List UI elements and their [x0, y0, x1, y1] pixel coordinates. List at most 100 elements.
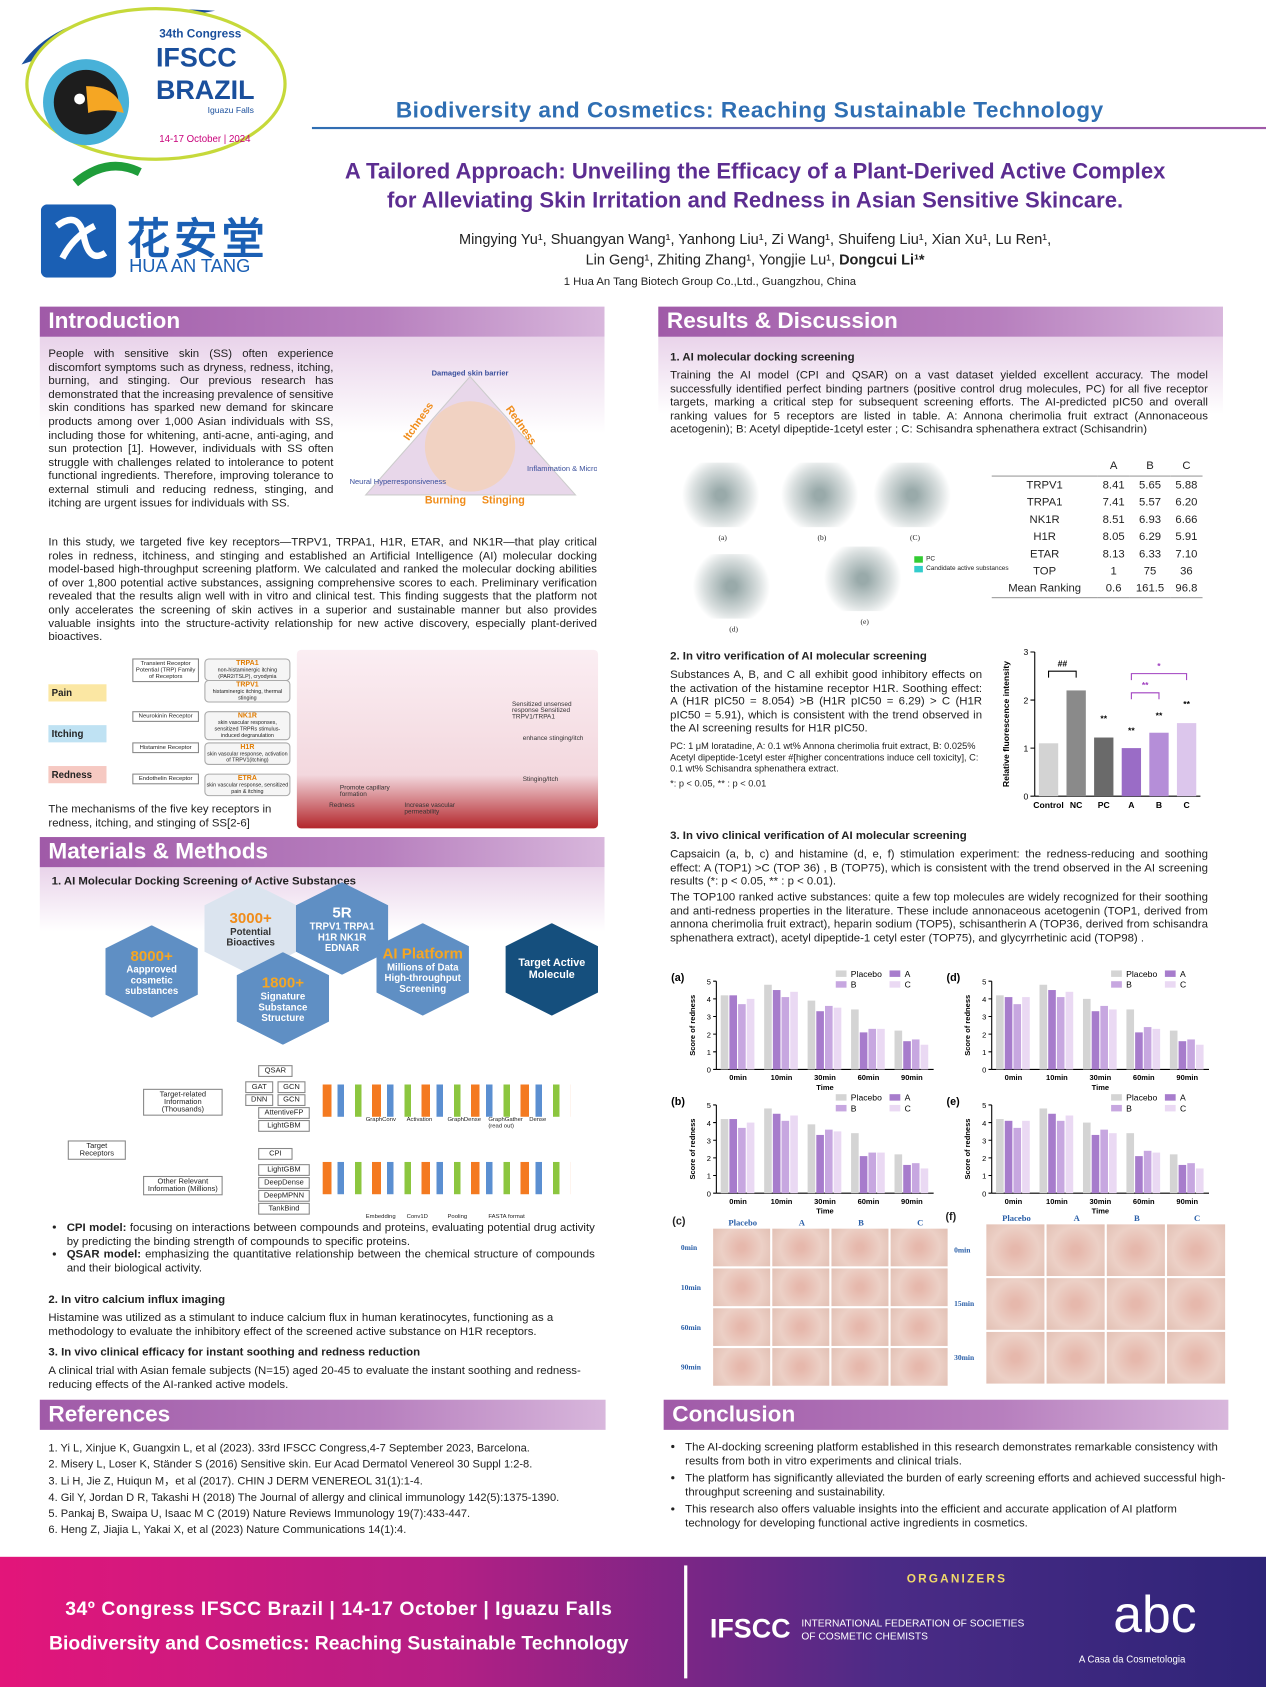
- x-tick-label: 60min: [858, 1073, 880, 1082]
- bar: [1048, 1113, 1056, 1194]
- skin-photo: [1167, 1331, 1226, 1384]
- bar: [1187, 1163, 1195, 1194]
- y-tick-label: 1: [1024, 743, 1029, 753]
- bar: [1022, 1120, 1030, 1194]
- model-box: GCN: [277, 1081, 306, 1094]
- bar: [772, 990, 781, 1070]
- column-label: A: [798, 1217, 805, 1228]
- pathway-label: Stinging/Itch: [522, 776, 559, 784]
- bar: [859, 1032, 868, 1070]
- table-row: TOP 1 75 36: [992, 563, 1203, 580]
- triangle-label: Inflammation & Microvascular Reactivity: [527, 464, 597, 473]
- model-box: LightGBM: [258, 1164, 310, 1176]
- logo: [21, 6, 287, 187]
- x-axis-label: Time: [816, 1083, 833, 1092]
- table-row: A B C: [991, 456, 1203, 477]
- table-row: TRPV1 8.41 5.65 5.88: [992, 476, 1203, 494]
- x-tick-label: 90min: [1176, 1073, 1198, 1082]
- network-label: Activation: [406, 1116, 433, 1124]
- tree-node: Target-related Information (Thousands): [143, 1088, 223, 1116]
- bar: [1082, 998, 1091, 1070]
- skin-photo: [831, 1228, 889, 1267]
- place: Iguazu Falls: [207, 105, 254, 116]
- hexagon-label: Signature Substance Structure: [258, 990, 308, 1024]
- author-line: Mingying Yu¹, Shuangyan Wang¹, Yanhong L…: [458, 231, 1052, 248]
- bar: [903, 1164, 911, 1194]
- column-label: B: [1134, 1213, 1140, 1224]
- legend-swatch: [1164, 981, 1176, 988]
- section-heading: Conclusion: [663, 1399, 1229, 1430]
- skin-photo: [890, 1268, 948, 1307]
- bar: [868, 1028, 877, 1070]
- network-schematic: [322, 1161, 571, 1195]
- receptor-name: TRPA1: [236, 659, 259, 668]
- bar: [1169, 1030, 1178, 1070]
- table-cell: 8.51: [1102, 513, 1125, 527]
- bar: [1135, 1156, 1143, 1194]
- bar: [1039, 984, 1048, 1070]
- x-tick-label: NC: [1070, 800, 1082, 810]
- x-tick-label: 30min: [1089, 1073, 1111, 1082]
- legend-label: A: [905, 969, 911, 979]
- row-label: 90min: [680, 1362, 701, 1372]
- triangle-label: Neural Hyperresponsiveness: [350, 477, 447, 486]
- section-heading: Introduction: [39, 306, 605, 337]
- table-cell: 161.5: [1135, 582, 1165, 595]
- bar: [825, 1005, 833, 1070]
- subheading: 2. In vitro calcium influx imaging: [48, 1293, 226, 1307]
- legend-swatch: [1111, 970, 1122, 977]
- paragraph: In this study, we targeted five key rece…: [48, 535, 597, 644]
- y-tick-label: 4: [707, 995, 711, 1004]
- legend-label: B: [1126, 1103, 1132, 1113]
- bar: [816, 1134, 824, 1194]
- model-box: TankBind: [258, 1202, 310, 1215]
- bar: [894, 1030, 903, 1070]
- table-cell: 6.29: [1139, 530, 1162, 544]
- skin-photo: [890, 1228, 948, 1267]
- panel-label: (f): [945, 1211, 957, 1224]
- paragraph: A clinical trial with Asian female subje…: [48, 1364, 581, 1391]
- table-cell: 8.05: [1102, 530, 1125, 544]
- abc-logo: abc: [1113, 1586, 1197, 1644]
- panel-label: (d): [947, 972, 961, 984]
- bar: [920, 1168, 929, 1194]
- protein-image: [819, 546, 906, 612]
- bullet: QSAR model: emphasizing the quantitative…: [67, 1248, 595, 1275]
- row-label: TRPV1: [1026, 478, 1063, 492]
- y-tick-label: 0: [707, 1189, 711, 1198]
- network-label: Conv1D: [406, 1213, 428, 1221]
- bar: [729, 1119, 738, 1194]
- figure-label: (d): [729, 625, 739, 634]
- reference-list: 1. Yi L, Xinjue K, Guangxin L, et al (20…: [48, 1441, 602, 1540]
- bar: [1195, 1168, 1204, 1194]
- skin-photo: [986, 1331, 1045, 1384]
- tree-node: Target Receptors: [67, 1140, 126, 1160]
- chart: (d) 0 1 2 3 4 5 Score of redness 0min 10min 30min 6…: [947, 969, 1209, 1092]
- x-axis-label: Time: [1092, 1207, 1109, 1216]
- x-tick-label: Control: [1033, 800, 1064, 810]
- bar: [1126, 1009, 1135, 1070]
- model-group: CPI: [258, 1147, 293, 1160]
- model-box: LightGBM: [258, 1120, 310, 1132]
- triangle-figure: Damaged skin barrier Itchness Redness In…: [350, 368, 597, 506]
- reference: 1. Yi L, Xinjue K, Guangxin L, et al (20…: [48, 1442, 530, 1455]
- x-tick-label: 10min: [1046, 1197, 1068, 1206]
- network-label: Pooling: [447, 1213, 468, 1221]
- y-tick-label: 1: [707, 1172, 711, 1181]
- hexagon-label: TRPV1 TRPA1 H1R NK1R EDNAR: [309, 920, 375, 954]
- y-tick-label: 2: [707, 1154, 711, 1163]
- bar: [1187, 1039, 1195, 1070]
- theme-rule: [311, 126, 1266, 130]
- y-axis-label: Score of redness: [688, 995, 697, 1056]
- ifscc: IFSCC: [155, 43, 237, 74]
- tree-node: Other Relevant Information (Millions): [143, 1175, 223, 1196]
- hexagon-label: Millions of Data High-throughput Screeni…: [384, 961, 461, 995]
- table-cell: 75: [1143, 564, 1157, 578]
- y-tick-label: 4: [982, 995, 986, 1004]
- section-heading: Results & Discussion: [658, 306, 1223, 337]
- legend-swatch: [1111, 981, 1122, 988]
- y-tick-label: 1: [982, 1048, 986, 1057]
- reference: 6. Heng Z, Jiajia L, Yakai X, et al (202…: [48, 1525, 407, 1537]
- row-label: 0min: [954, 1245, 971, 1255]
